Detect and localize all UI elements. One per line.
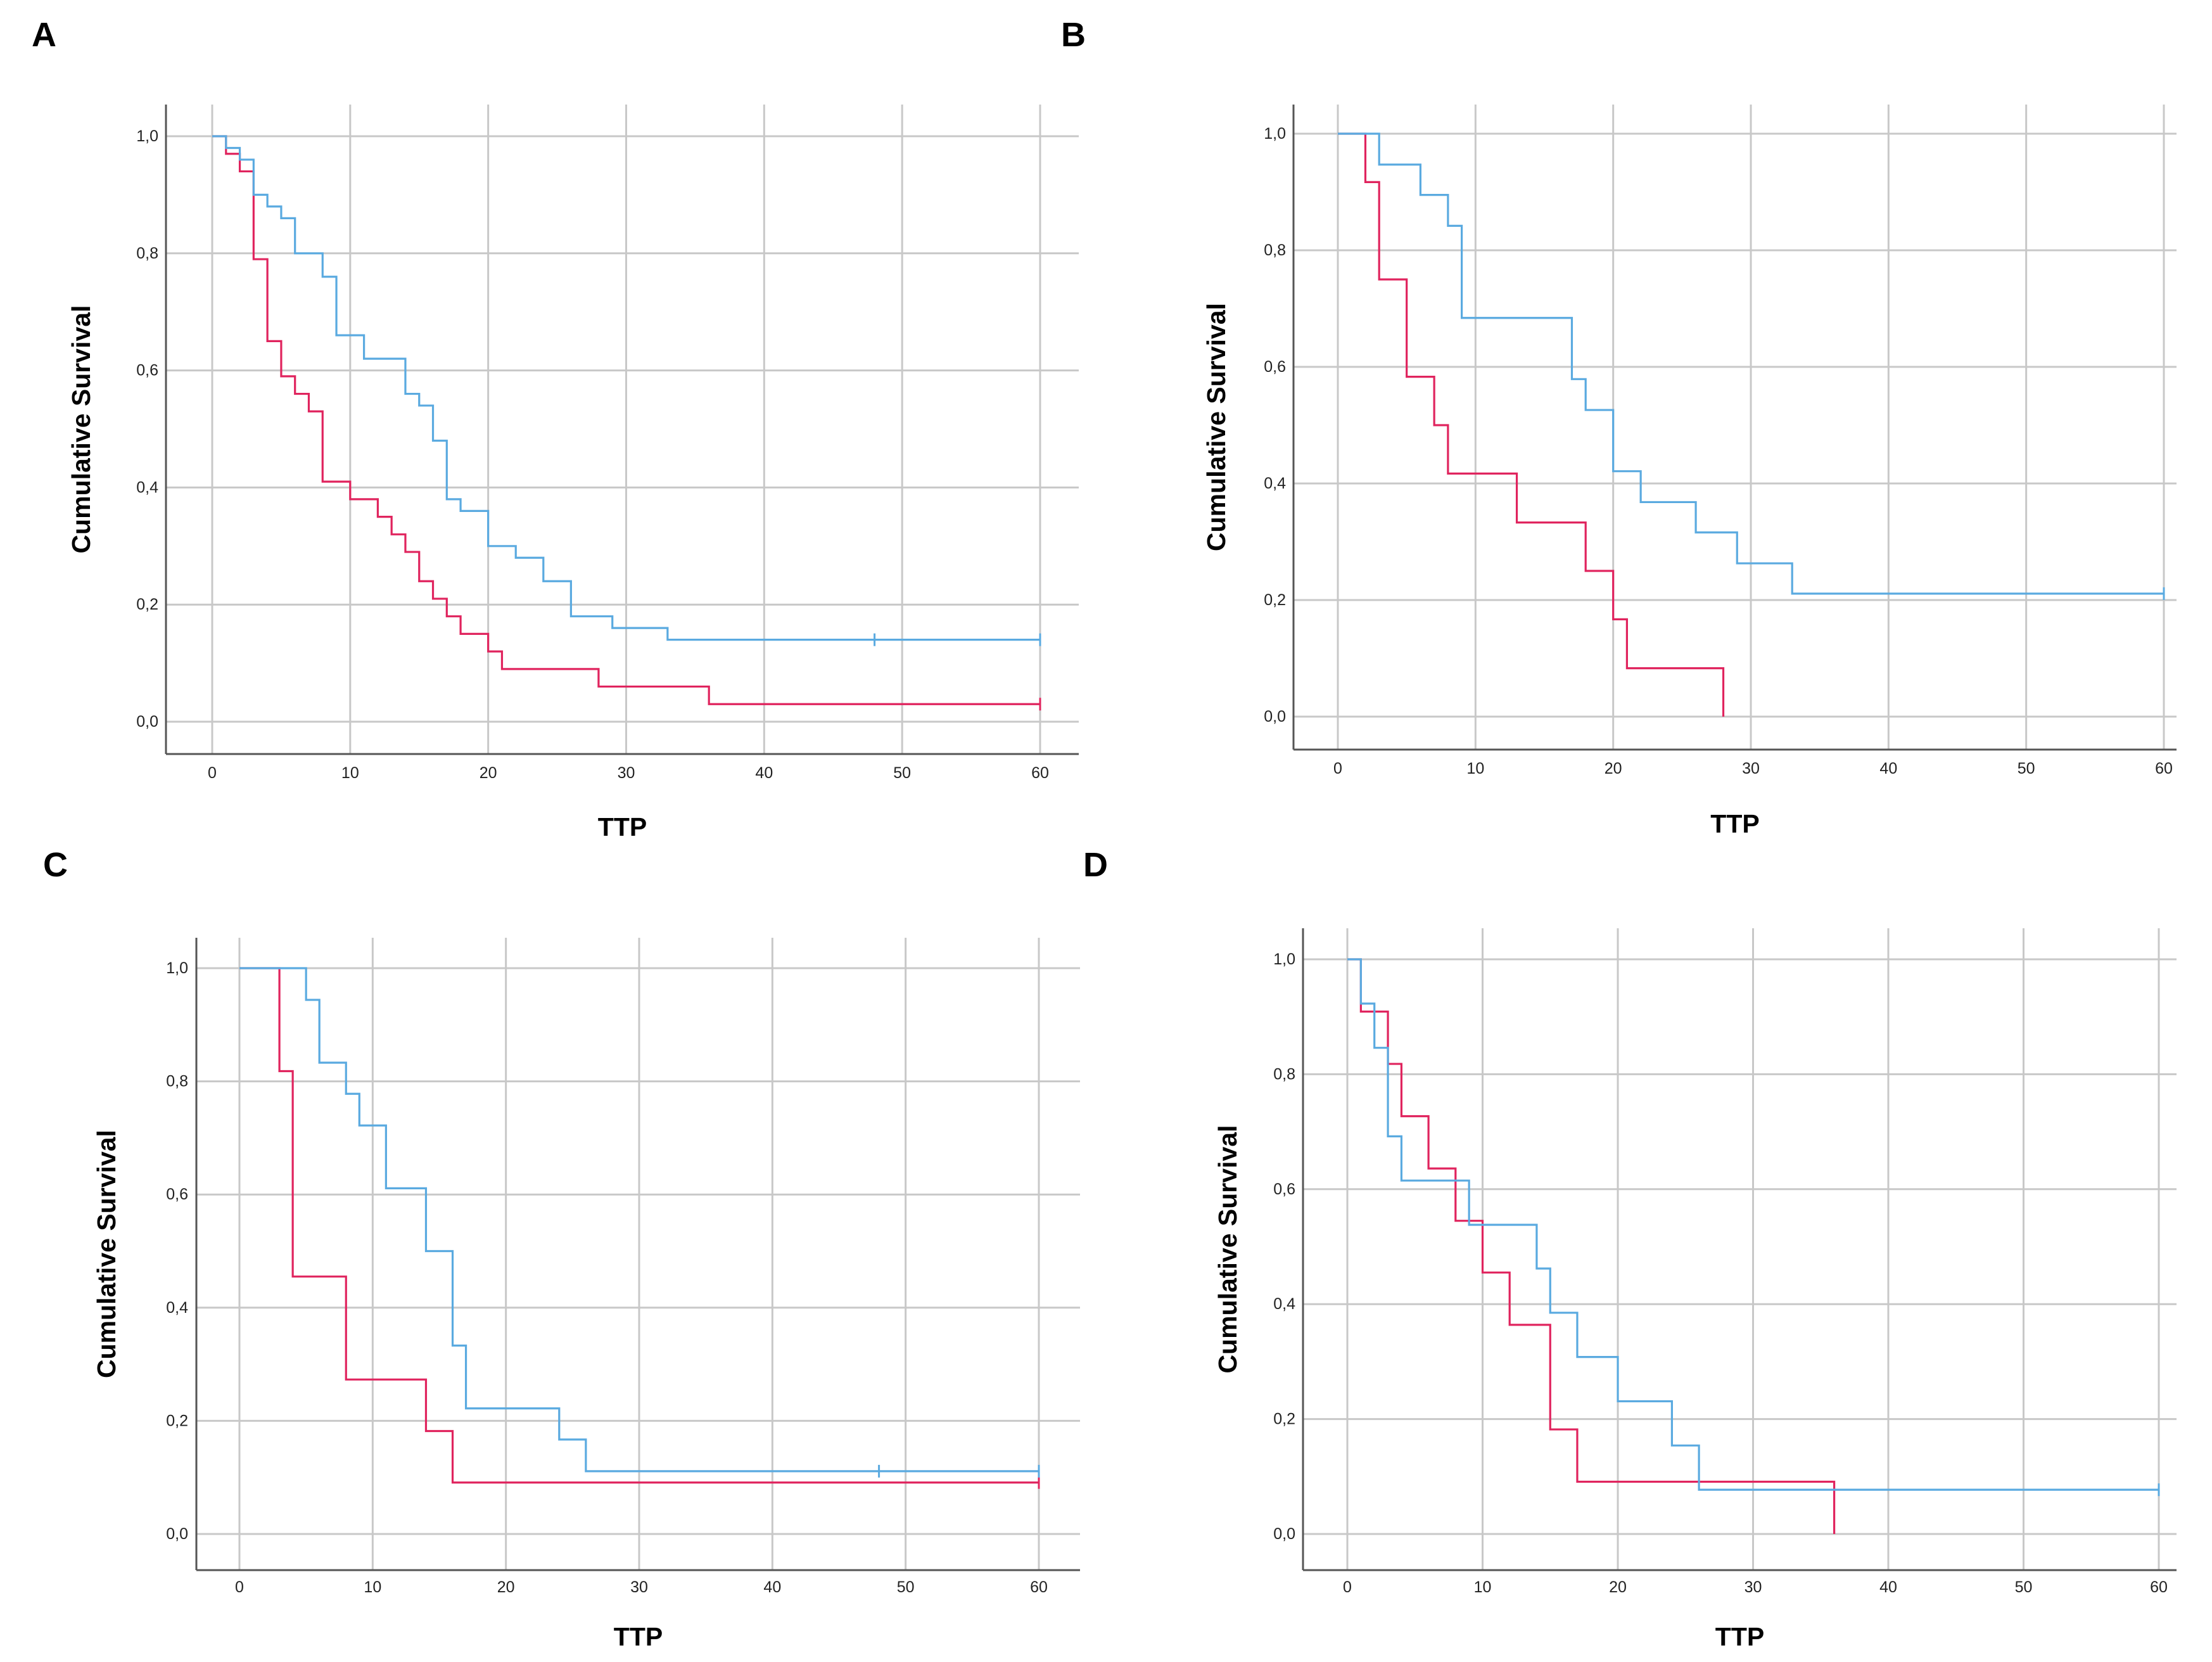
km-curve-blue (239, 967, 1039, 1473)
km-curve-blue (1347, 958, 2159, 1491)
x-tick-label: 0 (208, 764, 217, 782)
y-tick-label: 0,8 (166, 1073, 188, 1090)
x-tick-label: 60 (2155, 760, 2173, 777)
x-tick-label: 0 (1333, 760, 1342, 777)
panel-b: B 0 10 20 30 40 50 60 0,0 0,2 0,4 0,6 0,8 1,0 TTP Cumul… (1061, 16, 2177, 838)
y-tick-label: 0,0 (1264, 708, 1286, 726)
x-tick-label: 50 (2018, 760, 2035, 777)
km-curve-red (1338, 132, 1725, 717)
x-tick-label: 40 (1879, 760, 1897, 777)
y-tick-label: 0,8 (136, 245, 158, 262)
x-tick-label: 20 (497, 1578, 515, 1596)
x-tick-label: 30 (618, 764, 635, 782)
x-tick-label: 20 (480, 764, 497, 782)
y-axis-title: Cumulative Survival (92, 1130, 121, 1378)
x-tick-label: 60 (2150, 1578, 2168, 1596)
x-tick-label: 30 (630, 1578, 648, 1596)
y-tick-label: 0,2 (1273, 1410, 1295, 1428)
y-tick-label: 0,4 (136, 478, 158, 496)
y-axis-title: Cumulative Survival (1213, 1125, 1242, 1374)
grid (166, 105, 1079, 754)
x-tick-label: 60 (1030, 1578, 1048, 1596)
panel-letter: C (43, 846, 68, 884)
x-tick-label: 30 (1745, 1578, 1762, 1596)
x-tick-label: 40 (755, 764, 773, 782)
km-curve-red (1347, 958, 1836, 1534)
km-curve-blue (1338, 132, 2164, 595)
km-curve-red (239, 967, 1039, 1484)
y-tick-label: 0,6 (136, 362, 158, 380)
x-axis-title: TTP (598, 812, 647, 841)
x-tick-label: 20 (1609, 1578, 1627, 1596)
x-tick-label: 30 (1742, 760, 1760, 777)
x-axis-title: TTP (614, 1622, 663, 1651)
y-tick-label: 0,8 (1264, 241, 1286, 259)
grid (1294, 105, 2177, 750)
panel-letter: B (1061, 16, 1086, 54)
panel-letter: A (32, 16, 56, 54)
x-tick-label: 20 (1605, 760, 1622, 777)
x-tick-label: 60 (1031, 764, 1049, 782)
y-tick-label: 0,6 (166, 1186, 188, 1203)
x-tick-label: 10 (1474, 1578, 1492, 1596)
x-tick-label: 10 (364, 1578, 381, 1596)
y-tick-label: 0,0 (1273, 1525, 1295, 1543)
y-tick-label: 0,4 (1264, 475, 1286, 492)
y-tick-label: 1,0 (166, 959, 188, 977)
y-tick-label: 0,6 (1273, 1180, 1295, 1198)
x-tick-label: 10 (1466, 760, 1484, 777)
y-axis-title: Cumulative Survival (67, 305, 96, 554)
y-tick-label: 1,0 (1264, 125, 1286, 143)
x-axis-title: TTP (1715, 1622, 1764, 1651)
x-tick-label: 40 (763, 1578, 781, 1596)
x-tick-label: 50 (2015, 1578, 2033, 1596)
x-axis-title: TTP (1710, 809, 1759, 838)
y-tick-label: 0,4 (166, 1299, 188, 1317)
panel-d: D 0 10 20 30 40 50 60 0,0 0,2 0,4 0,6 0,8 1,0 TTP Cumul… (1083, 846, 2177, 1651)
y-tick-label: 1,0 (1273, 950, 1295, 968)
x-tick-label: 40 (1879, 1578, 1897, 1596)
x-tick-label: 10 (341, 764, 359, 782)
y-tick-label: 0,2 (136, 596, 158, 613)
grid (196, 938, 1080, 1570)
panel-letter: D (1083, 846, 1108, 884)
panel-a: A 0 10 20 30 40 50 60 0,0 0,2 0,4 0,6 0,8 1,0 TTP Cumul… (32, 16, 1079, 841)
y-tick-label: 0,0 (166, 1525, 188, 1543)
km-curve-red (212, 135, 1040, 705)
x-tick-label: 0 (235, 1578, 244, 1596)
y-tick-label: 0,6 (1264, 358, 1286, 376)
x-tick-label: 50 (897, 1578, 915, 1596)
y-tick-label: 0,2 (166, 1412, 188, 1429)
x-tick-label: 50 (893, 764, 911, 782)
y-tick-label: 0,2 (1264, 591, 1286, 609)
y-tick-label: 1,0 (136, 127, 158, 145)
panel-c: C 0 10 20 30 40 50 60 0,0 0,2 0,4 0,6 0,8 1,0 TTP Cumul… (43, 846, 1080, 1651)
y-tick-label: 0,4 (1273, 1295, 1295, 1313)
x-tick-label: 0 (1343, 1578, 1352, 1596)
y-tick-label: 0,0 (136, 713, 158, 731)
y-tick-label: 0,8 (1273, 1065, 1295, 1083)
km-curve-blue (212, 135, 1040, 641)
y-axis-title: Cumulative Survival (1202, 303, 1231, 551)
